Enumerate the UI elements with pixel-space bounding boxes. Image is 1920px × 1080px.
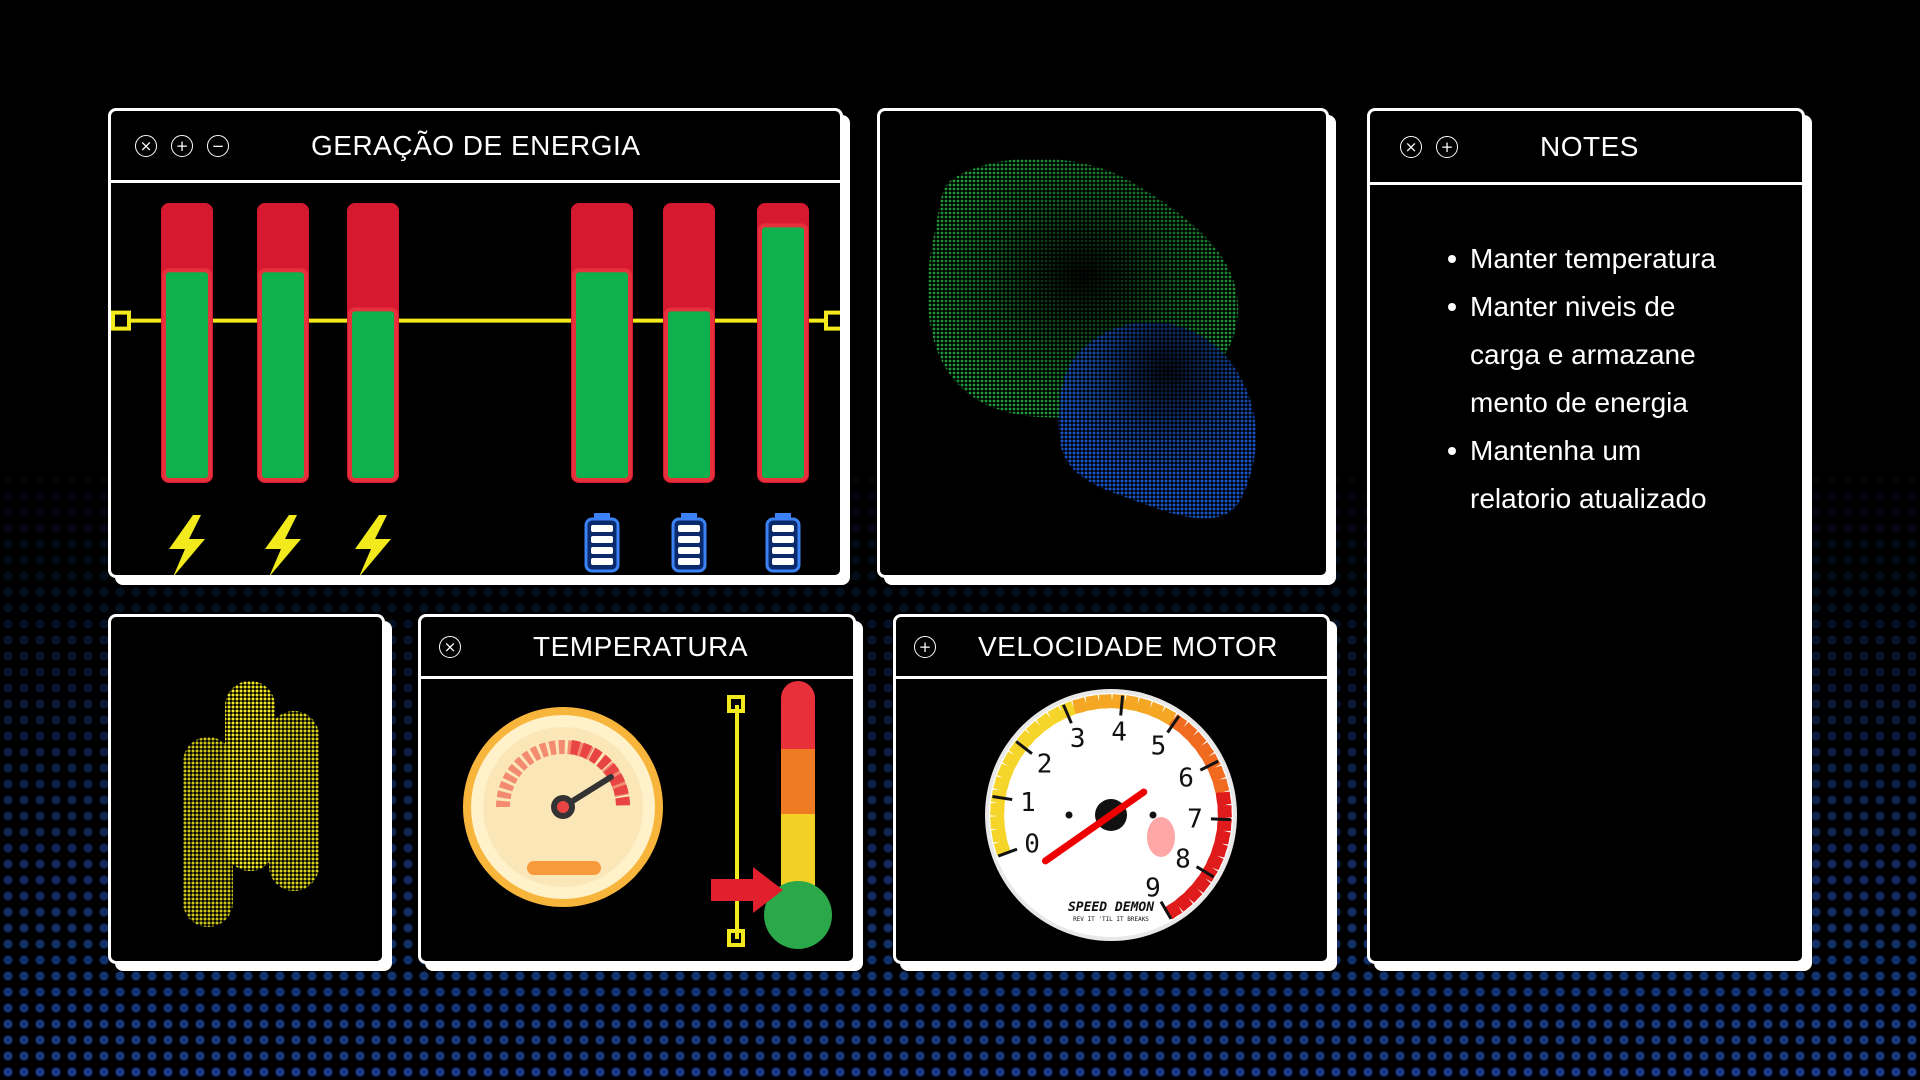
add-icon[interactable]: + <box>1436 135 1458 158</box>
bullet-icon <box>1448 447 1456 455</box>
notes-body: Manter temperatura Manter niveis de carga … <box>1370 185 1802 961</box>
close-icon[interactable]: × <box>135 134 157 157</box>
battery-icon <box>765 513 801 573</box>
bullet-icon <box>1448 303 1456 311</box>
note-line: Manter niveis de <box>1470 291 1676 322</box>
tach-tick <box>1166 715 1181 734</box>
add-icon[interactable]: + <box>171 134 193 157</box>
motor-titlebar: + VELOCIDADE MOTOR <box>896 617 1327 679</box>
temperature-body <box>421 679 853 961</box>
tach-number: 6 <box>1178 763 1194 793</box>
bar-fill <box>572 268 632 482</box>
tach-number: 5 <box>1151 732 1167 762</box>
note-item: Mantenha um relatorio atualizado <box>1448 427 1716 523</box>
note-line: Mantenha um <box>1470 435 1642 466</box>
temperature-graphic <box>463 681 832 949</box>
notes-title: NOTES <box>1540 130 1639 162</box>
tach-tick <box>1159 900 1173 920</box>
energy-titlebar: × + − GERAÇÃO DE ENERGIA <box>111 111 840 183</box>
note-line: relatorio atualizado <box>1470 483 1707 514</box>
lightning-icon <box>265 515 301 575</box>
temperature-arrow <box>711 867 783 913</box>
pressure-gauge <box>463 707 663 907</box>
temperature-titlebar: × TEMPERATURA <box>421 617 853 679</box>
tach-number: 9 <box>1145 874 1161 904</box>
thermometer <box>764 681 832 949</box>
energy-bar-3 <box>347 203 399 575</box>
note-item: Manter niveis de carga e armazane mento de… <box>1448 283 1716 427</box>
motor-title: VELOCIDADE MOTOR <box>978 630 1278 662</box>
note-line: carga e armazane <box>1470 339 1696 370</box>
energy-chart-area <box>111 183 840 575</box>
tach-number: 8 <box>1175 844 1191 874</box>
energy-title: GERAÇÃO DE ENERGIA <box>311 129 641 161</box>
energy-bar-5 <box>663 203 715 573</box>
tach-number: 3 <box>1070 724 1086 754</box>
battery-icon <box>671 513 707 573</box>
tach-number: 4 <box>1111 717 1127 747</box>
battery-icon <box>584 513 620 573</box>
tach-glow <box>1147 817 1175 857</box>
bar-fill <box>162 268 212 482</box>
energy-window: × + − GERAÇÃO DE ENERGIA <box>108 108 843 578</box>
tach-tick <box>1195 865 1215 879</box>
add-icon[interactable]: + <box>914 635 936 658</box>
level-bracket <box>727 695 745 947</box>
tach-tick <box>997 847 1018 858</box>
blob-graphic <box>927 158 1257 519</box>
tach-brand: SPEED DEMON <box>1068 900 1154 915</box>
bar-fill <box>664 307 714 483</box>
temperature-title: TEMPERATURA <box>533 630 748 662</box>
graphic-window-yellow <box>108 614 385 964</box>
tach-number: 7 <box>1187 804 1203 834</box>
motor-body: 0 1 2 3 4 5 6 7 8 9 SPEED DEMON REV IT 'TIL IT BREA… <box>896 679 1327 961</box>
note-line: Manter temperatura <box>1470 243 1716 274</box>
notes-list: Manter temperatura Manter niveis de carga … <box>1448 235 1716 523</box>
minimize-icon[interactable]: − <box>207 134 229 157</box>
tach-tick <box>1199 759 1219 772</box>
energy-bar-4 <box>571 203 633 573</box>
lightning-icon <box>169 515 205 575</box>
lightning-icon <box>355 515 391 575</box>
tach-number: 1 <box>1020 788 1036 818</box>
bullet-icon <box>1448 255 1456 263</box>
note-line: mento de energia <box>1470 387 1688 418</box>
bar-fill <box>758 223 808 483</box>
tach-tick <box>1119 695 1125 716</box>
tach-needle <box>1041 788 1148 865</box>
close-icon[interactable]: × <box>1400 135 1422 158</box>
graphic-window <box>877 108 1329 578</box>
temperature-window: × TEMPERATURA <box>418 614 856 964</box>
energy-bar-6 <box>757 203 809 573</box>
notes-window: × + NOTES Manter temperatura Manter nivei… <box>1367 108 1805 964</box>
tach-tagline: REV IT 'TIL IT BREAKS <box>1073 916 1149 923</box>
tach-tick <box>1062 704 1073 724</box>
bar-fill <box>348 307 398 483</box>
bar-fill <box>258 268 308 482</box>
threshold-handle-left[interactable] <box>111 310 131 331</box>
energy-bar-1 <box>161 203 213 575</box>
tach-number: 0 <box>1024 830 1040 860</box>
tach-tick <box>1210 817 1231 822</box>
tach-tick <box>992 794 1013 802</box>
tach-tick <box>1015 740 1033 755</box>
yellow-capsules-graphic <box>183 681 319 927</box>
notes-titlebar: × + NOTES <box>1370 111 1802 185</box>
note-item: Manter temperatura <box>1448 235 1716 283</box>
energy-bar-2 <box>257 203 309 575</box>
motor-window: + VELOCIDADE MOTOR 0 1 2 3 4 5 6 7 8 9 SPEED DEMON… <box>893 614 1330 964</box>
threshold-handle-right[interactable] <box>824 310 842 331</box>
energy-bars-svg <box>111 203 842 575</box>
close-icon[interactable]: × <box>439 635 461 658</box>
tach-number: 2 <box>1037 750 1053 780</box>
